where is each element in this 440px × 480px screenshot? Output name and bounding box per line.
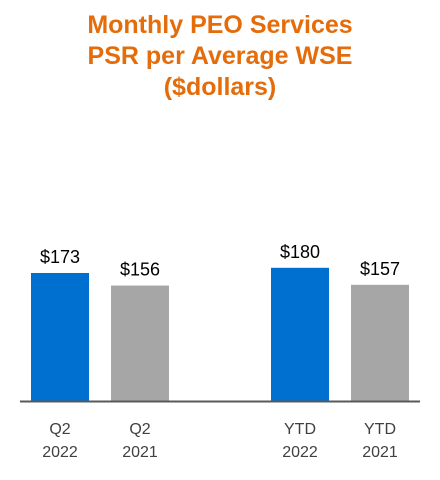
chart-title: Monthly PEO Services PSR per Average WSE…	[0, 10, 440, 103]
x-tick-label: 2022	[42, 444, 78, 461]
x-tick-label: YTD	[364, 421, 396, 438]
chart-title-line-2: PSR per Average WSE	[87, 42, 353, 70]
bar-value-label: $156	[120, 260, 160, 280]
bar-q2-2021	[111, 285, 169, 401]
bar-ytd-2021	[351, 284, 409, 401]
chart-title-line-1: Monthly PEO Services	[87, 11, 353, 39]
value-labels-group: $173 $156 $180 $157	[40, 242, 400, 280]
bar-value-label: $180	[280, 242, 320, 262]
chart-title-line-3: ($dollars)	[163, 73, 277, 101]
x-tick-label: Q2	[129, 421, 150, 438]
x-tick-label: 2021	[122, 444, 158, 461]
bar-value-label: $157	[360, 259, 400, 279]
x-tick-label: 2021	[362, 444, 398, 461]
x-tick-label: 2022	[282, 444, 318, 461]
tick-labels-group: Q2 2022 Q2 2021 YTD 2022 YTD 2021	[42, 421, 398, 461]
bar-q2-2022	[31, 272, 89, 401]
x-tick-label: YTD	[284, 421, 316, 438]
bar-value-label: $173	[40, 247, 80, 267]
x-tick-label: Q2	[49, 421, 70, 438]
bars-group	[31, 267, 409, 401]
bar-ytd-2022	[271, 267, 329, 401]
